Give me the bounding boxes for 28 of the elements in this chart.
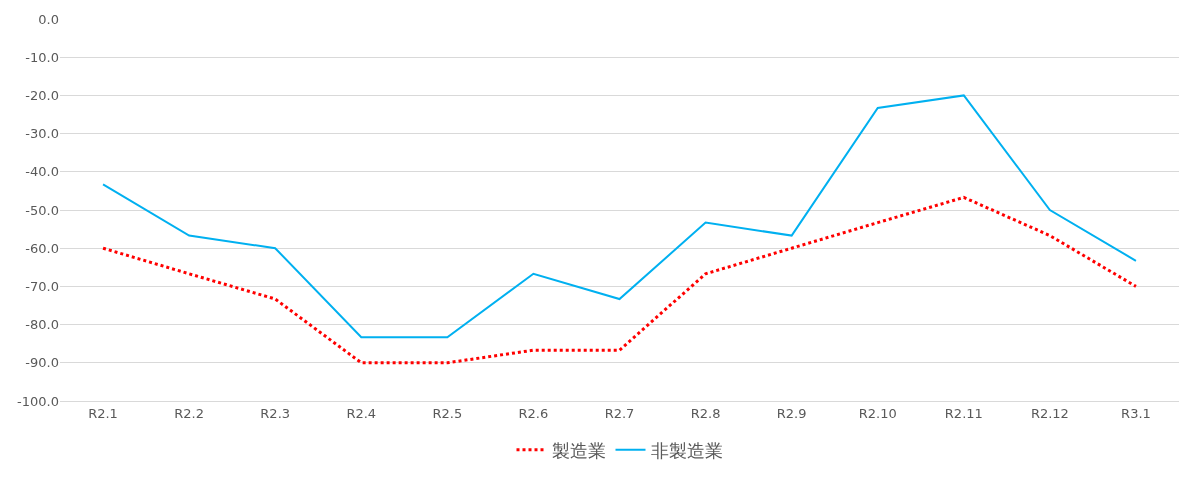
x-tick-label: R2.5 [432, 405, 463, 421]
x-tick-label: R2.4 [346, 405, 377, 421]
x-tick-label: R2.9 [776, 405, 807, 421]
y-tick-label: -50.0 [25, 202, 59, 218]
y-tick-label: -10.0 [25, 49, 59, 65]
y-tick-label: 0.0 [38, 11, 59, 27]
line-series [101, 195, 1138, 365]
y-tick-label: -30.0 [25, 126, 59, 142]
y-tick-label: -80.0 [25, 317, 59, 333]
x-tick-label: R2.8 [690, 405, 721, 421]
x-tick-label: R2.1 [88, 405, 118, 421]
line-series [102, 94, 1137, 339]
y-tick-label: -100.0 [17, 393, 59, 409]
y-tick-label: -40.0 [25, 164, 59, 180]
x-tick-label: R2.3 [260, 405, 291, 421]
y-tick-label: -60.0 [25, 240, 59, 256]
x-tick-label: R2.7 [604, 405, 635, 421]
x-tick-label: R2.11 [944, 405, 983, 421]
y-tick-label: -70.0 [25, 278, 59, 294]
x-tick-label: R3.1 [1121, 405, 1151, 421]
x-tick-label: R2.6 [518, 405, 549, 421]
x-tick-label: R2.12 [1030, 405, 1069, 421]
x-tick-label: R2.10 [858, 405, 897, 421]
y-tick-label: -90.0 [25, 355, 59, 371]
y-tick-label: -20.0 [25, 87, 59, 103]
x-tick-label: R2.2 [174, 405, 204, 421]
legend-label: 非製造業 [650, 439, 723, 461]
legend-label: 製造業 [551, 439, 606, 461]
